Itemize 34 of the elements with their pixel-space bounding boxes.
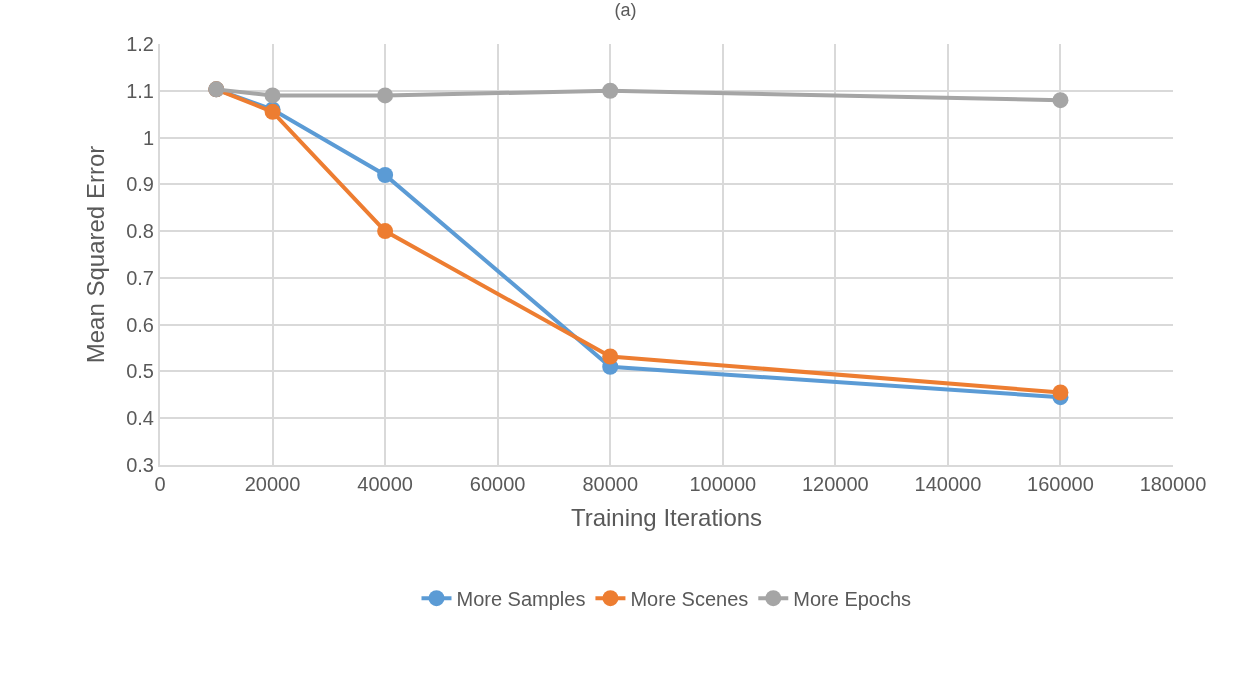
point: [377, 87, 394, 104]
x-tick-label: 140000: [914, 473, 982, 495]
x-tick-label: 60000: [469, 473, 526, 495]
y-tick-label: 1: [142, 126, 154, 149]
x-tick-label: 180000: [1139, 473, 1207, 495]
x-tick-label: 100000: [689, 473, 757, 495]
y-tick-label: 0.3: [126, 454, 154, 476]
point: [264, 87, 281, 104]
y-tick-label: 1.2: [126, 33, 154, 55]
y-tick-label: 0.5: [126, 360, 154, 383]
point: [1052, 384, 1069, 401]
x-tick-label: 120000: [801, 473, 869, 495]
legend-label: More Samples: [456, 587, 586, 610]
y-tick-label: 0.7: [126, 266, 154, 289]
point: [602, 348, 619, 365]
y-tick-label: 0.6: [126, 313, 154, 336]
point: [1052, 92, 1069, 109]
legend-label: More Scenes: [630, 587, 749, 610]
x-tick-label: 40000: [357, 473, 413, 495]
point: [377, 223, 394, 240]
chart-title: (a): [614, 0, 637, 20]
y-tick-label: 0.4: [126, 407, 154, 430]
y-tick-label: 0.9: [126, 173, 154, 196]
x-axis-title: Training Iterations: [570, 503, 763, 531]
y-tick-label: 0.8: [126, 220, 154, 243]
y-axis-title: Mean Squared Error: [81, 145, 109, 364]
legend-label: More Epochs: [793, 587, 912, 610]
x-tick-label: 80000: [582, 473, 639, 495]
point: [602, 82, 619, 99]
point: [377, 166, 394, 183]
x-tick-label: 20000: [244, 473, 301, 495]
x-tick-label: 160000: [1027, 473, 1094, 495]
y-tick-label: 1.1: [126, 79, 154, 102]
x-tick-label: 0: [154, 473, 166, 495]
